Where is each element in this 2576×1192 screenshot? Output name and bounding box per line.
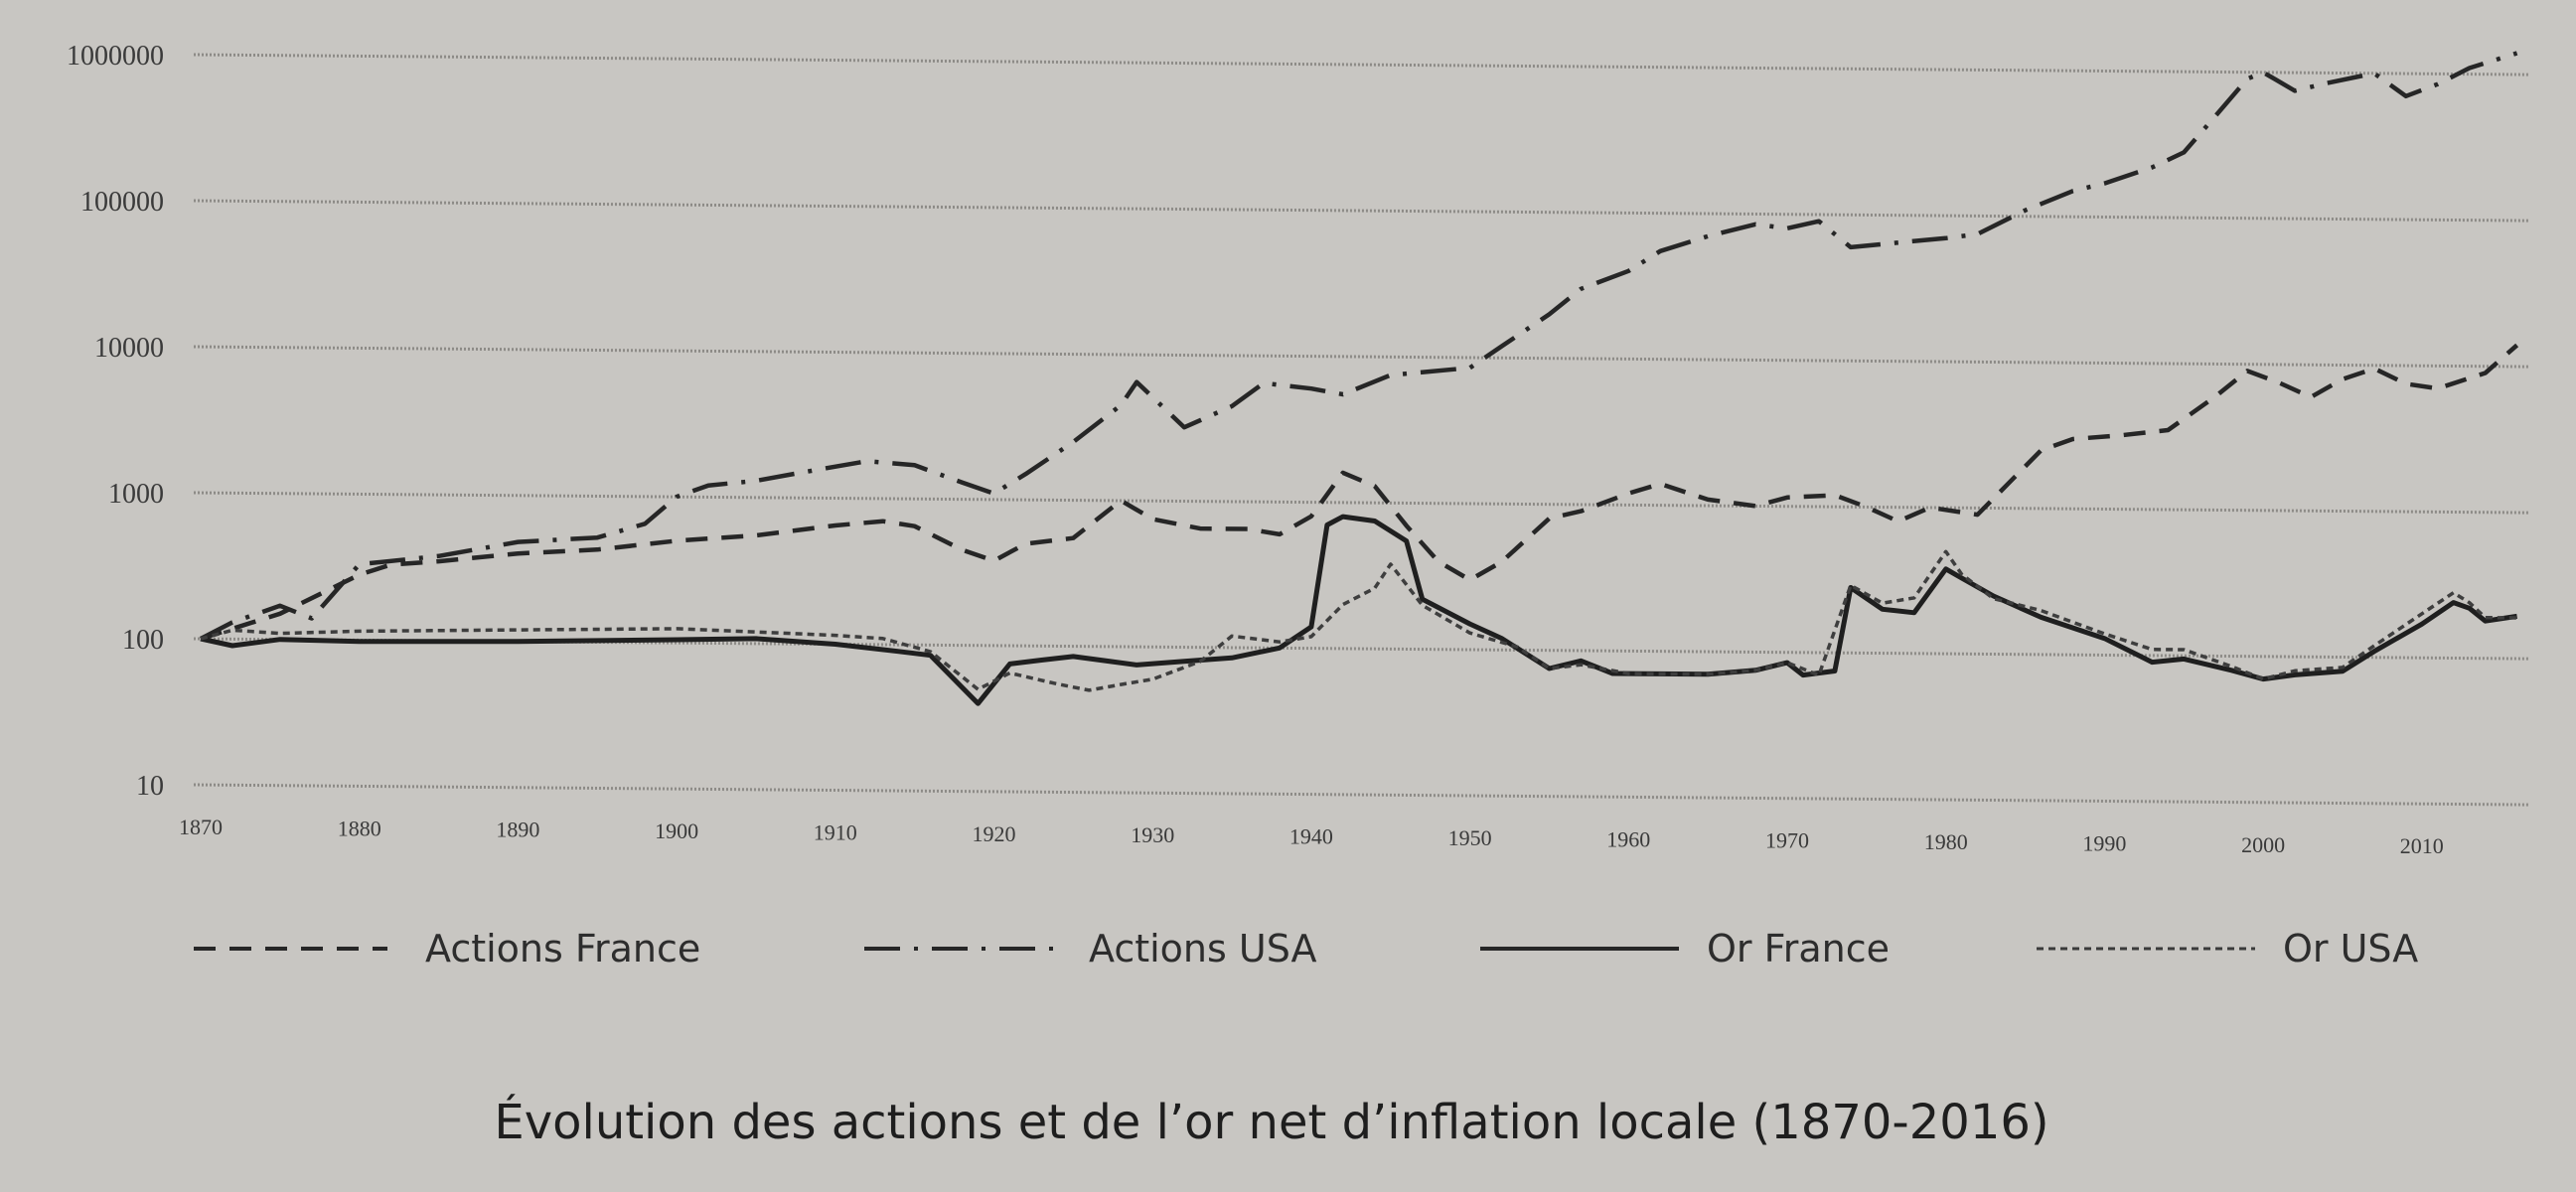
chart-title: Évolution des actions et de l’or net d’i…: [494, 1094, 2048, 1150]
y-tick-label: 10: [136, 771, 164, 802]
legend-item-or-france: Or France: [1480, 927, 1890, 970]
legend-label: Or France: [1707, 927, 1890, 970]
x-tick-label: 1950: [1448, 825, 1492, 850]
legend-label: Actions USA: [1089, 927, 1317, 970]
x-axis-ticks: 1870 1880 1890 1900 1910 1920 1930 1940 1950 1960…: [179, 815, 2444, 858]
gridline: [193, 345, 2529, 369]
y-tick-label: 1000: [108, 479, 164, 510]
x-tick-label: 2000: [2241, 832, 2285, 857]
x-tick-label: 1870: [179, 815, 223, 839]
y-axis-ticks: 1000000 100000 10000 1000 100 10: [67, 41, 164, 802]
legend-item-or-usa: Or USA: [2037, 927, 2418, 970]
x-tick-label: 1970: [1765, 828, 1809, 853]
legend-item-actions-usa: Actions USA: [864, 927, 1317, 970]
x-tick-label: 1900: [655, 819, 698, 843]
x-tick-label: 1990: [2082, 830, 2126, 855]
x-tick-label: 1960: [1606, 826, 1650, 851]
x-tick-label: 1940: [1289, 824, 1333, 849]
legend-label: Or USA: [2283, 927, 2418, 970]
gridline: [193, 199, 2529, 223]
gridline: [193, 491, 2529, 515]
x-tick-label: 2010: [2400, 833, 2444, 858]
grid-lines: [193, 53, 2529, 807]
x-tick-label: 1910: [814, 820, 857, 844]
x-tick-label: 1880: [338, 816, 381, 840]
y-tick-label: 100: [122, 625, 164, 656]
y-tick-label: 1000000: [67, 41, 164, 72]
x-tick-label: 1980: [1924, 829, 1968, 854]
legend: Actions France Actions USA Or France Or …: [194, 927, 2418, 970]
x-tick-label: 1890: [496, 818, 539, 842]
y-tick-label: 100000: [80, 187, 164, 218]
series-line-actions-usa: [199, 51, 2518, 641]
x-tick-label: 1920: [973, 821, 1016, 846]
gridline: [193, 783, 2529, 807]
series-line-or-usa: [200, 549, 2517, 692]
series-lines: [199, 51, 2519, 706]
series-line-or-france: [200, 514, 2517, 706]
series-line-actions-france: [200, 343, 2519, 642]
y-tick-label: 10000: [94, 333, 164, 364]
gridline: [193, 53, 2529, 76]
legend-label: Actions France: [425, 927, 700, 970]
x-tick-label: 1930: [1131, 822, 1174, 847]
legend-item-actions-france: Actions France: [194, 927, 700, 970]
